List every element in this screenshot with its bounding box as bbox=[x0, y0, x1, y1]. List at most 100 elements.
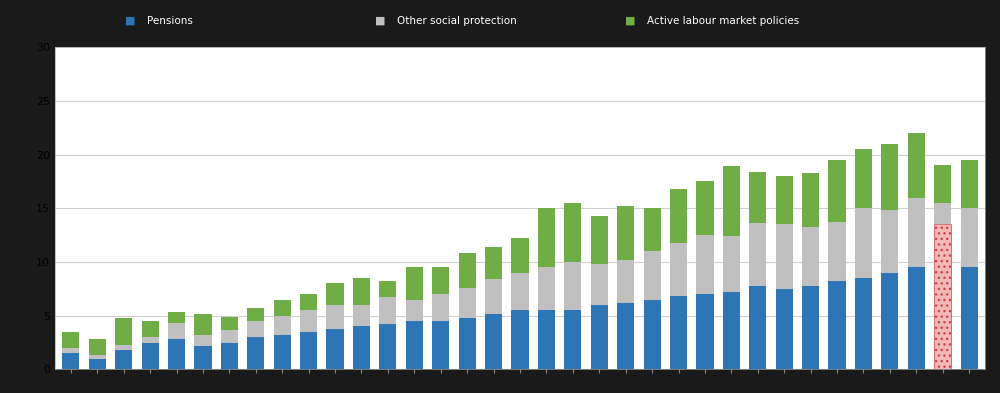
Bar bbox=[617, 206, 634, 260]
Bar bbox=[300, 332, 317, 369]
Bar bbox=[142, 337, 159, 343]
Bar bbox=[300, 294, 317, 310]
Bar bbox=[908, 267, 925, 369]
Text: Pensions: Pensions bbox=[147, 16, 193, 26]
Bar bbox=[511, 273, 529, 310]
Bar bbox=[934, 203, 951, 224]
Bar bbox=[379, 324, 396, 369]
Bar bbox=[723, 166, 740, 236]
Bar bbox=[749, 286, 766, 369]
Bar bbox=[855, 278, 872, 369]
Text: Other social protection: Other social protection bbox=[397, 16, 517, 26]
Bar bbox=[379, 281, 396, 298]
Bar bbox=[274, 316, 291, 335]
Bar bbox=[961, 160, 978, 208]
Bar bbox=[326, 329, 344, 369]
Bar bbox=[934, 224, 951, 369]
Bar bbox=[802, 173, 819, 226]
Bar bbox=[511, 310, 529, 369]
Bar bbox=[485, 314, 502, 369]
Bar bbox=[485, 279, 502, 314]
Bar bbox=[406, 321, 423, 369]
Bar bbox=[406, 267, 423, 299]
Bar bbox=[564, 262, 581, 310]
Bar bbox=[696, 182, 714, 235]
Bar bbox=[776, 289, 793, 369]
Bar bbox=[432, 267, 449, 294]
Bar bbox=[538, 267, 555, 310]
Bar bbox=[89, 355, 106, 359]
Text: ■: ■ bbox=[375, 16, 385, 26]
Bar bbox=[247, 337, 264, 369]
Bar bbox=[432, 294, 449, 321]
Bar bbox=[115, 345, 132, 350]
Bar bbox=[670, 296, 687, 369]
Bar bbox=[670, 242, 687, 296]
Bar bbox=[564, 310, 581, 369]
Bar bbox=[617, 303, 634, 369]
Bar bbox=[115, 318, 132, 345]
Bar bbox=[459, 288, 476, 318]
Bar bbox=[696, 235, 714, 294]
Bar bbox=[62, 332, 79, 348]
Bar bbox=[776, 176, 793, 224]
Bar bbox=[881, 144, 898, 210]
Bar bbox=[564, 203, 581, 262]
Bar bbox=[776, 224, 793, 289]
Bar bbox=[802, 226, 819, 286]
Bar bbox=[326, 283, 344, 305]
Bar bbox=[538, 310, 555, 369]
Bar bbox=[591, 264, 608, 305]
Bar bbox=[62, 353, 79, 369]
Bar bbox=[723, 292, 740, 369]
Bar bbox=[326, 305, 344, 329]
Bar bbox=[353, 305, 370, 327]
Bar bbox=[538, 208, 555, 267]
Bar bbox=[142, 321, 159, 337]
Bar bbox=[274, 299, 291, 316]
Bar bbox=[247, 321, 264, 337]
Bar bbox=[168, 323, 185, 339]
Bar bbox=[644, 208, 661, 251]
Bar bbox=[62, 348, 79, 353]
Bar bbox=[432, 321, 449, 369]
Bar bbox=[168, 312, 185, 323]
Bar bbox=[855, 149, 872, 208]
Bar bbox=[828, 281, 846, 369]
Bar bbox=[828, 222, 846, 281]
Bar bbox=[961, 208, 978, 267]
Bar bbox=[908, 198, 925, 267]
Bar bbox=[802, 286, 819, 369]
Bar bbox=[247, 308, 264, 321]
Bar bbox=[881, 210, 898, 273]
Bar bbox=[300, 310, 317, 332]
Bar bbox=[723, 236, 740, 292]
Bar bbox=[89, 339, 106, 355]
Text: Active labour market policies: Active labour market policies bbox=[647, 16, 799, 26]
Bar bbox=[353, 327, 370, 369]
Bar bbox=[221, 343, 238, 369]
Bar bbox=[194, 314, 212, 335]
Bar bbox=[115, 350, 132, 369]
Bar bbox=[142, 343, 159, 369]
Bar bbox=[379, 298, 396, 324]
Bar bbox=[194, 335, 212, 346]
Bar bbox=[221, 317, 238, 330]
Bar bbox=[961, 267, 978, 369]
Bar bbox=[749, 223, 766, 286]
Bar bbox=[353, 278, 370, 305]
Bar bbox=[828, 160, 846, 222]
Bar bbox=[485, 247, 502, 279]
Bar bbox=[934, 165, 951, 203]
Bar bbox=[511, 239, 529, 273]
Text: ■: ■ bbox=[125, 16, 135, 26]
Text: ■: ■ bbox=[625, 16, 635, 26]
Bar bbox=[459, 253, 476, 288]
Bar bbox=[89, 359, 106, 369]
Bar bbox=[406, 299, 423, 321]
Bar bbox=[644, 299, 661, 369]
Bar bbox=[644, 251, 661, 299]
Bar bbox=[749, 172, 766, 223]
Bar bbox=[221, 330, 238, 343]
Bar bbox=[459, 318, 476, 369]
